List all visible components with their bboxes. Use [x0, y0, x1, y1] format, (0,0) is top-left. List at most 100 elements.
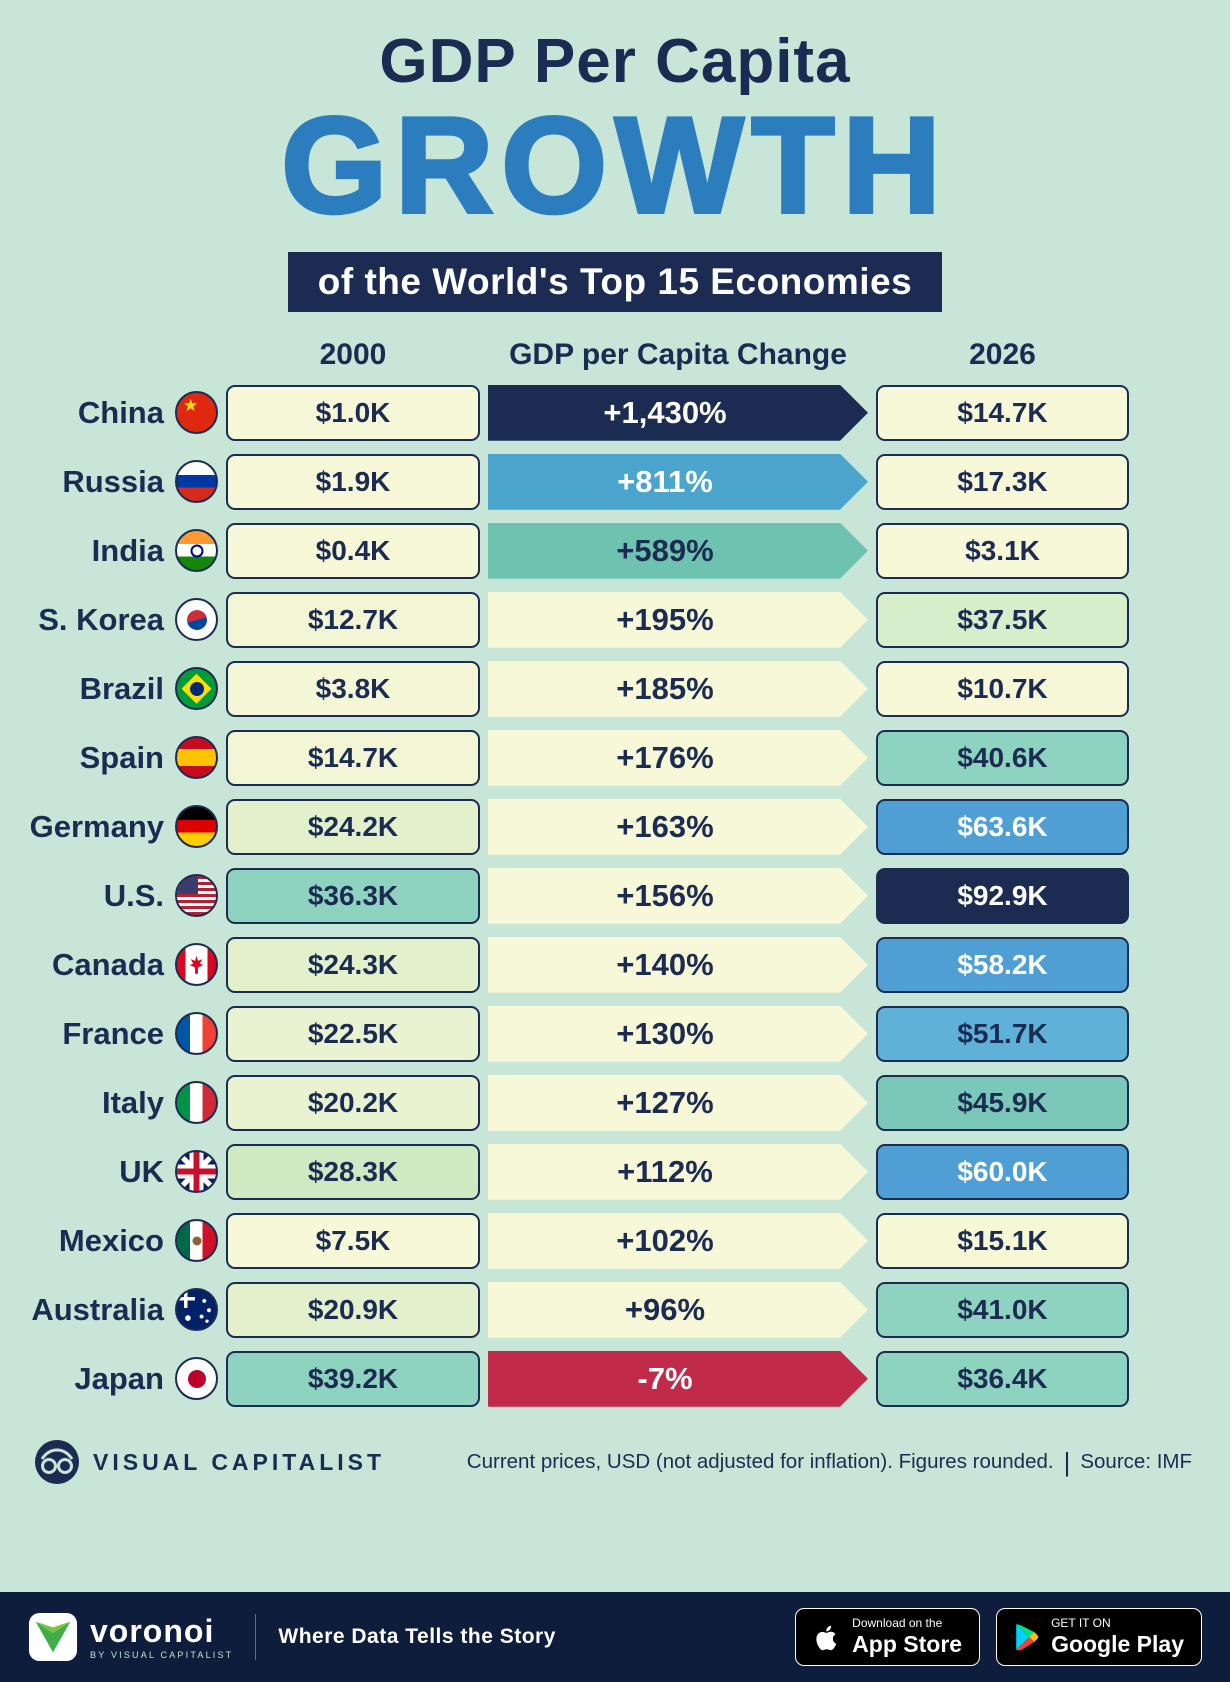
value-2000-box: $1.0K	[226, 384, 480, 441]
footer-divider: |	[1063, 1446, 1071, 1477]
country-cell: Spain	[22, 736, 218, 780]
value-2000-box: $22.5K	[226, 1005, 480, 1062]
value-2000-box: $24.2K	[226, 798, 480, 855]
change-arrow: -7%	[488, 1351, 868, 1407]
value-2026-box: $58.2K	[876, 936, 1129, 993]
flag-china-icon	[175, 391, 218, 435]
country-label: Canada	[52, 946, 164, 982]
google-play-icon	[1016, 1624, 1039, 1651]
table-row: Germany $24.2K +163% $63.6K	[0, 792, 1230, 861]
value-2026-box: $51.7K	[876, 1005, 1129, 1062]
value-2026-box: $92.9K	[876, 867, 1129, 924]
value-2000-box: $24.3K	[226, 936, 480, 993]
data-note: Current prices, USD (not adjusted for in…	[466, 1450, 1054, 1474]
change-arrow: +112%	[488, 1144, 868, 1200]
header: GDP Per Capita GROWTH of the World's Top…	[0, 0, 1230, 313]
country-cell: France	[22, 1012, 218, 1056]
country-cell: Japan	[22, 1357, 218, 1401]
value-2026-box: $40.6K	[876, 729, 1129, 786]
country-label: France	[62, 1015, 164, 1051]
voronoi-name: voronoi	[90, 1612, 215, 1649]
table-row: Canada $24.3K +140% $58.2K	[0, 930, 1230, 999]
value-2026-box: $15.1K	[876, 1212, 1129, 1269]
value-2000-box: $12.7K	[226, 591, 480, 648]
country-cell: Italy	[22, 1081, 218, 1125]
column-headers: 2000 GDP per Capita Change 2026	[0, 332, 1230, 378]
country-label: Japan	[74, 1360, 164, 1396]
table-row: UK $28.3K +112% $60.0K	[0, 1137, 1230, 1206]
value-2000-box: $7.5K	[226, 1212, 480, 1269]
store-badges: Download on the App Store GET IT ON Goog…	[795, 1608, 1202, 1666]
column-header-2000: 2000	[319, 338, 387, 372]
subtitle-banner: of the World's Top 15 Economies	[287, 252, 943, 313]
value-2000-box: $36.3K	[226, 867, 480, 924]
country-label: U.S.	[103, 877, 164, 913]
value-2026-box: $41.0K	[876, 1281, 1129, 1338]
value-2000-box: $3.8K	[226, 660, 480, 717]
country-cell: U.S.	[22, 874, 218, 918]
country-cell: Germany	[22, 805, 218, 849]
value-2026-box: $37.5K	[876, 591, 1129, 648]
brand-row: VISUAL CAPITALIST	[34, 1439, 385, 1485]
app-store-badge-label: App Store	[852, 1630, 963, 1657]
value-2000-box: $28.3K	[226, 1143, 480, 1200]
country-cell: Canada	[22, 943, 218, 987]
value-2026-box: $36.4K	[876, 1350, 1129, 1407]
google-play-badge-top: GET IT ON	[1051, 1615, 1111, 1630]
google-play-badge[interactable]: GET IT ON Google Play	[996, 1608, 1202, 1666]
change-arrow: +156%	[488, 868, 868, 924]
country-label: Mexico	[58, 1222, 164, 1258]
country-cell: Australia	[22, 1288, 218, 1332]
country-label: Australia	[31, 1291, 164, 1327]
table-row: India $0.4K +589% $3.1K	[0, 516, 1230, 585]
value-2000-box: $39.2K	[226, 1350, 480, 1407]
change-arrow: +130%	[488, 1006, 868, 1062]
value-2000-box: $20.2K	[226, 1074, 480, 1131]
page-title-growth: GROWTH	[279, 89, 949, 241]
value-2026-box: $45.9K	[876, 1074, 1129, 1131]
voronoi-brand: voronoi BY VISUAL CAPITALIST	[28, 1612, 233, 1662]
change-arrow: +195%	[488, 592, 868, 648]
country-label: Italy	[101, 1084, 164, 1120]
value-2000-box: $20.9K	[226, 1281, 480, 1338]
country-cell: S. Korea	[22, 598, 218, 642]
flag-australia-icon	[175, 1288, 218, 1332]
apple-icon	[816, 1625, 837, 1651]
table-row: Spain $14.7K +176% $40.6K	[0, 723, 1230, 792]
value-2026-box: $60.0K	[876, 1143, 1129, 1200]
flag-japan-icon	[175, 1357, 218, 1401]
vertical-divider	[255, 1614, 257, 1660]
google-play-badge-label: Google Play	[1051, 1630, 1184, 1657]
table-row: Italy $20.2K +127% $45.9K	[0, 1068, 1230, 1137]
voronoi-subtitle: BY VISUAL CAPITALIST	[90, 1649, 234, 1660]
flag-us-icon	[175, 874, 218, 918]
flag-italy-icon	[175, 1081, 218, 1125]
flag-brazil-icon	[175, 667, 218, 711]
column-header-change: GDP per Capita Change	[509, 338, 847, 372]
flag-india-icon	[175, 529, 218, 573]
footer-note: Current prices, USD (not adjusted for in…	[467, 1447, 1192, 1478]
flag-france-icon	[175, 1012, 218, 1056]
app-store-badge-top: Download on the	[852, 1615, 943, 1630]
country-cell: India	[22, 529, 218, 573]
country-cell: UK	[22, 1150, 218, 1194]
country-label: UK	[119, 1153, 164, 1189]
brand-name: VISUAL CAPITALIST	[93, 1448, 386, 1475]
value-2000-box: $14.7K	[226, 729, 480, 786]
country-cell: Brazil	[22, 667, 218, 711]
table-row: China $1.0K +1,430% $14.7K	[0, 378, 1230, 447]
column-header-2026: 2026	[969, 338, 1036, 372]
change-arrow: +185%	[488, 661, 868, 717]
flag-mexico-icon	[175, 1219, 218, 1263]
country-label: Germany	[29, 808, 164, 844]
app-store-badge[interactable]: Download on the App Store	[795, 1608, 981, 1666]
tagline: Where Data Tells the Story	[278, 1625, 556, 1648]
flag-uk-icon	[175, 1150, 218, 1194]
table-row: Brazil $3.8K +185% $10.7K	[0, 654, 1230, 723]
visual-capitalist-logo-icon	[35, 1440, 79, 1485]
change-arrow: +589%	[488, 523, 868, 579]
change-arrow: +163%	[488, 799, 868, 855]
value-2026-box: $17.3K	[876, 453, 1129, 510]
country-label: China	[77, 394, 164, 430]
source-label: Source: IMF	[1080, 1450, 1192, 1474]
